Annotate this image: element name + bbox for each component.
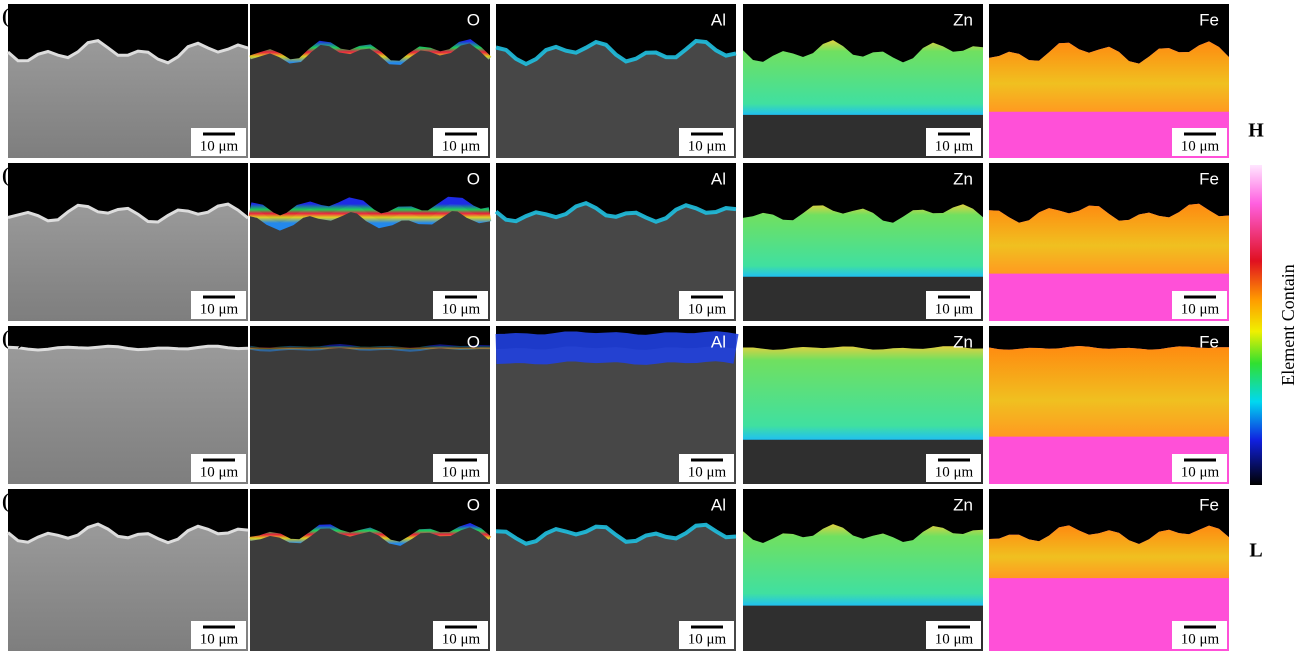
element-label: Zn	[953, 10, 973, 29]
row-label: (d)	[2, 491, 26, 513]
scale-bar-label: 10 μm	[1181, 631, 1220, 647]
fe-coating	[989, 346, 1229, 437]
row-label: (a)	[2, 6, 25, 28]
scale-bar-label: 10 μm	[200, 464, 239, 480]
colorbar	[1250, 165, 1262, 485]
scale-bar-label: 10 μm	[688, 138, 727, 154]
element-label: Al	[711, 169, 726, 188]
scale-bar-label: 10 μm	[935, 301, 974, 317]
row-label: (c)	[2, 328, 24, 350]
element-label: O	[467, 169, 480, 188]
colorbar-low: L	[1249, 540, 1262, 562]
element-label: Al	[711, 10, 726, 29]
element-label: Fe	[1199, 10, 1219, 29]
element-label: O	[467, 10, 480, 29]
element-label: O	[467, 495, 480, 514]
scale-bar-label: 10 μm	[442, 301, 481, 317]
element-label: Al	[711, 495, 726, 514]
colorbar-title: Element Contain	[1278, 264, 1298, 385]
scale-bar-label: 10 μm	[1181, 464, 1220, 480]
scale-bar-label: 10 μm	[1181, 301, 1220, 317]
scale-bar-label: 10 μm	[200, 301, 239, 317]
scale-bar-label: 10 μm	[935, 631, 974, 647]
element-label: Fe	[1199, 332, 1219, 351]
scale-bar-label: 10 μm	[442, 464, 481, 480]
colorbar-high: H	[1248, 120, 1264, 142]
element-layer	[496, 346, 736, 350]
zn-layer	[743, 346, 983, 440]
row-label: (b)	[2, 165, 26, 187]
element-label: Fe	[1199, 169, 1219, 188]
scale-bar-label: 10 μm	[688, 464, 727, 480]
element-label: Al	[711, 332, 726, 351]
scale-bar-label: 10 μm	[1181, 138, 1220, 154]
element-label: Zn	[953, 495, 973, 514]
scale-bar-label: 10 μm	[442, 138, 481, 154]
scale-bar-label: 10 μm	[688, 631, 727, 647]
scale-bar-label: 10 μm	[935, 464, 974, 480]
figure: 10 μm O 10 μm Al 10 μm Zn 10 μm Fe 10 μm (a) 10 μm…	[0, 0, 1308, 658]
panels: 10 μm O 10 μm Al 10 μm Zn 10 μm Fe 10 μm (a) 10 μm…	[2, 4, 1229, 651]
scale-bar-label: 10 μm	[688, 301, 727, 317]
scale-bar-label: 10 μm	[200, 631, 239, 647]
element-label: Zn	[953, 332, 973, 351]
scale-bar-label: 10 μm	[935, 138, 974, 154]
element-label: Fe	[1199, 495, 1219, 514]
element-label: Zn	[953, 169, 973, 188]
scale-bar-label: 10 μm	[200, 138, 239, 154]
element-label: O	[467, 332, 480, 351]
scale-bar-label: 10 μm	[442, 631, 481, 647]
